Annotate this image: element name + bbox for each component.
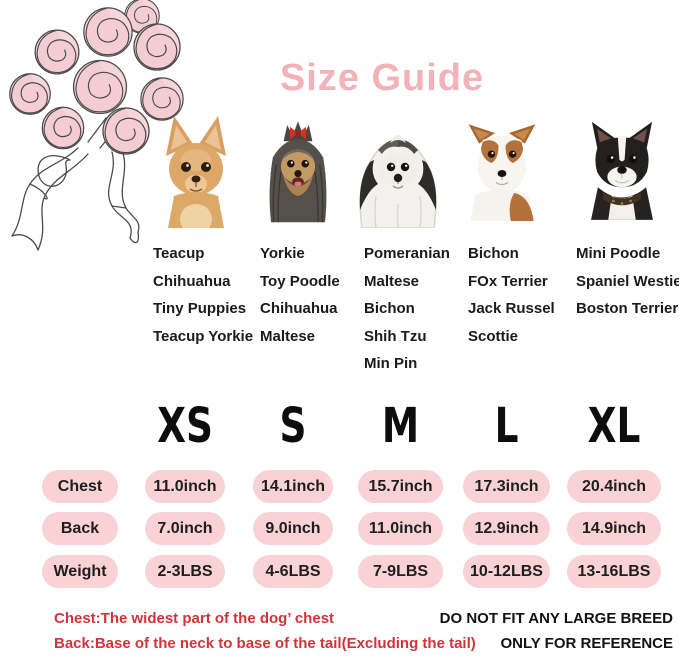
breed-item: Maltese: [364, 272, 420, 290]
chest-value-xl: 20.4inch: [567, 470, 661, 503]
breed-item: Toy Poodle: [260, 272, 340, 290]
breed-item: Chihuahua: [260, 300, 338, 317]
back-value-s: 9.0inch: [253, 512, 333, 545]
warning-reference-only: ONLY FOR REFERENCE: [500, 635, 673, 652]
dog-photo-jack-russell: [468, 124, 536, 222]
dog-photo-yorkie: [269, 121, 327, 223]
weight-value-l: 10-12LBS: [463, 555, 550, 588]
breed-item: Chihuahua: [153, 272, 231, 290]
back-value-m: 11.0inch: [358, 512, 443, 545]
row-label-weight: Weight: [42, 555, 118, 588]
size-header-m: M: [381, 398, 420, 454]
chest-value-s: 14.1inch: [253, 470, 333, 503]
weight-value-m: 7-9LBS: [358, 555, 443, 588]
breed-list-xl: Mini Poodle Spaniel Westie Boston Terrie…: [566, 240, 679, 323]
breed-list-xs: Teacup Chihuahua Tiny Puppies Teacup Yor…: [142, 240, 254, 350]
size-column-xl: Mini Poodle Spaniel Westie Boston Terrie…: [566, 112, 679, 323]
warning-no-large-breed: DO NOT FIT ANY LARGE BREED: [439, 610, 673, 627]
row-label-chest: Chest: [42, 470, 118, 503]
breed-list-s: Yorkie Toy Poodle Chihuahua Maltese: [252, 240, 344, 350]
breed-item: Teacup Yorkie: [153, 327, 254, 345]
breed-item: Tiny Puppies: [153, 300, 247, 317]
back-definition-note: Back:Base of the neck to base of the tai…: [54, 635, 476, 652]
weight-value-s: 4-6LBS: [253, 555, 333, 588]
breed-item: Shih Tzu: [364, 327, 427, 345]
breed-item: Bichon: [468, 245, 519, 262]
chest-value-l: 17.3inch: [463, 470, 550, 503]
breed-item: Jack Russel: [468, 300, 555, 317]
chest-value-xs: 11.0inch: [145, 470, 225, 503]
page-title: Size Guide: [279, 57, 485, 100]
breed-item: Pomeranian: [364, 245, 450, 262]
breed-item: Teacup: [153, 245, 205, 262]
size-column-m: Pomeranian Maltese Bichon Shih Tzu Min P…: [344, 112, 452, 378]
back-value-xl: 14.9inch: [567, 512, 661, 545]
breed-list-l: Bichon FOx Terrier Jack Russel Scottie: [456, 240, 555, 350]
breed-item: Boston Terrier: [576, 300, 679, 317]
size-header-xs: XS: [157, 398, 213, 454]
breed-item: Scottie: [468, 327, 519, 345]
weight-value-xs: 2-3LBS: [145, 555, 225, 588]
size-column-xs: Teacup Chihuahua Tiny Puppies Teacup Yor…: [142, 112, 254, 350]
breed-item: Min Pin: [364, 355, 418, 372]
dog-photo-chihuahua: [166, 116, 226, 228]
row-label-back: Back: [42, 512, 118, 545]
size-header-s: S: [279, 398, 307, 454]
breed-item: Maltese: [260, 327, 316, 345]
size-header-xl: XL: [587, 398, 641, 454]
rose-bouquet-icon: [9, 0, 184, 251]
breed-list-m: Pomeranian Maltese Bichon Shih Tzu Min P…: [344, 240, 452, 378]
size-column-s: Yorkie Toy Poodle Chihuahua Maltese: [252, 112, 344, 350]
chest-definition-note: Chest:The widest part of the dog’ chest: [54, 610, 335, 627]
back-value-l: 12.9inch: [463, 512, 550, 545]
dog-photo-shih-tzu: [359, 135, 437, 228]
breed-item: Bichon: [364, 300, 415, 317]
chest-value-m: 15.7inch: [358, 470, 443, 503]
breed-item: FOx Terrier: [468, 272, 548, 290]
back-value-xs: 7.0inch: [145, 512, 225, 545]
weight-value-xl: 13-16LBS: [567, 555, 661, 588]
breed-item: Yorkie: [260, 245, 305, 262]
dog-photo-boston-terrier: [591, 121, 653, 220]
size-header-l: L: [494, 398, 519, 454]
breed-item: Spaniel Westie: [576, 272, 679, 290]
size-column-l: Bichon FOx Terrier Jack Russel Scottie: [456, 112, 555, 350]
breed-item: Mini Poodle: [576, 245, 661, 262]
